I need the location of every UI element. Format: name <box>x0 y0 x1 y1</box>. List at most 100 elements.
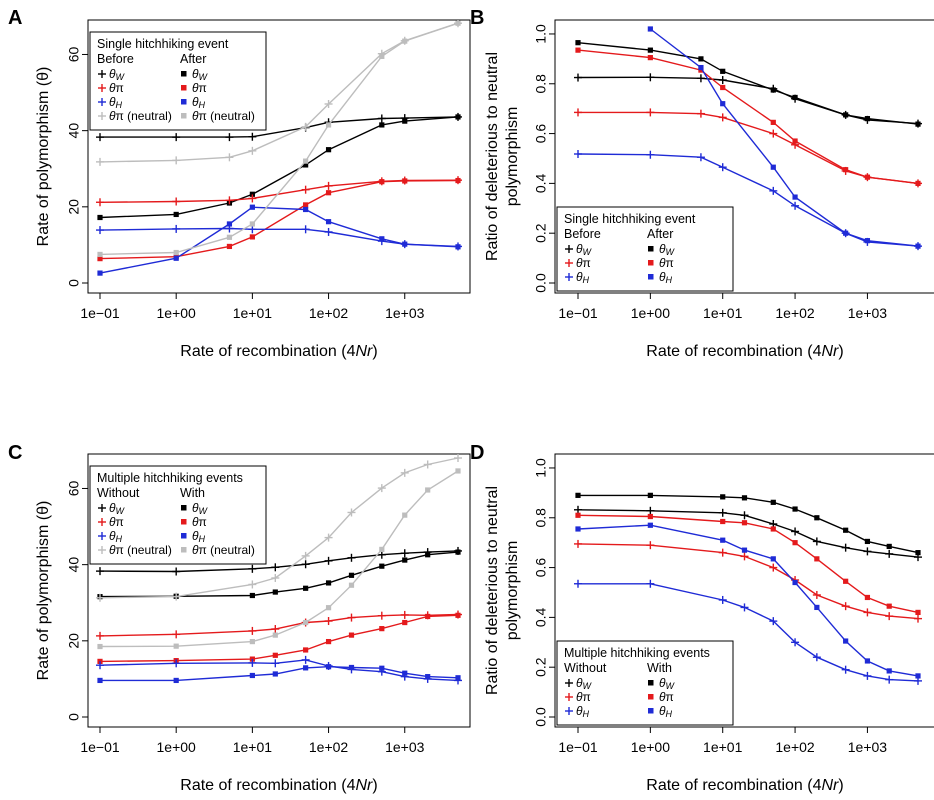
data-point <box>225 153 234 162</box>
data-point <box>647 522 653 528</box>
data-point <box>402 241 408 247</box>
plot-frame <box>554 19 934 294</box>
data-point <box>914 614 922 623</box>
data-point <box>173 211 179 218</box>
legend-entry-label: θW <box>659 676 676 691</box>
data-point <box>814 604 820 611</box>
legend-marker-square <box>648 708 654 714</box>
data-point <box>770 119 776 125</box>
data-point <box>301 551 310 560</box>
panel-C: C 1e−01 1e+00 1e+01 1e+02 1e+03 0 20 40 60 Rate of… <box>8 442 471 794</box>
y-tick-label: 0.0 <box>533 707 549 727</box>
data-point <box>575 492 581 498</box>
data-point <box>770 526 776 532</box>
legend-column-header: After <box>180 52 206 66</box>
data-point <box>718 595 727 604</box>
data-point <box>172 197 181 206</box>
data-point <box>402 557 408 563</box>
data-point <box>379 563 385 569</box>
panel-label: D <box>470 442 484 464</box>
y-tick-label: 60 <box>66 46 82 62</box>
x-tick-label: 1e+00 <box>157 305 197 321</box>
data-point <box>718 508 727 517</box>
data-point <box>348 664 355 671</box>
data-point <box>172 156 181 165</box>
data-point <box>698 56 704 62</box>
data-point <box>348 582 355 588</box>
data-point <box>814 515 820 521</box>
legend-entry-label: θπ <box>659 690 674 704</box>
data-point <box>647 47 653 53</box>
legend-marker-square <box>648 274 654 280</box>
data-point <box>718 76 727 85</box>
legend-entry-label: θπ (neutral) <box>109 109 172 123</box>
data-point <box>301 655 310 664</box>
legend-entry-label: θπ <box>659 256 674 270</box>
series-group <box>96 454 462 685</box>
data-point <box>864 174 871 180</box>
data-point <box>249 204 255 210</box>
legend-entry-label: θH <box>576 704 590 719</box>
data-point <box>915 550 921 556</box>
legend-entry-label: θπ <box>576 690 591 704</box>
series-line-blue-square <box>649 28 919 247</box>
data-point <box>812 653 821 662</box>
data-point <box>272 671 278 677</box>
data-point <box>455 114 461 120</box>
data-point <box>325 190 332 196</box>
legend-entry-label: θW <box>109 501 126 516</box>
data-point <box>377 484 386 493</box>
data-point <box>97 251 103 258</box>
data-point <box>814 556 820 562</box>
data-point <box>325 147 332 153</box>
data-point <box>97 677 103 684</box>
panel-D: D 1e−01 1e+00 1e+01 1e+02 1e+03 0.0 0.2 0.4 0.6 0.… <box>470 442 934 794</box>
x-tick-label: 1e+02 <box>775 739 815 755</box>
plot-frame <box>87 19 471 294</box>
data-point <box>425 613 431 620</box>
data-point <box>172 630 181 639</box>
y-tick-label: 0 <box>66 713 82 721</box>
data-point <box>647 55 653 61</box>
data-point <box>303 202 309 208</box>
data-point <box>720 494 726 500</box>
data-point <box>646 506 655 515</box>
data-point <box>696 109 705 118</box>
data-point <box>841 602 850 611</box>
data-point <box>303 647 309 653</box>
x-tick-label: 1e+01 <box>703 739 743 755</box>
data-point <box>574 505 582 514</box>
data-point <box>455 549 461 555</box>
data-point <box>843 638 849 644</box>
panel-label: B <box>470 7 484 29</box>
data-point <box>646 108 655 117</box>
data-point <box>348 632 355 638</box>
y-tick-label: 1.0 <box>533 458 549 478</box>
data-point <box>792 194 798 200</box>
y-tick-label: 0.4 <box>533 607 549 627</box>
y-tick-label: 60 <box>66 480 82 496</box>
legend-title: Single hitchhiking event <box>564 212 696 226</box>
data-point <box>325 122 332 128</box>
y-tick-label: 0.0 <box>533 273 549 293</box>
data-point <box>96 567 104 576</box>
x-axis-label: Rate of recombination (4Nr) <box>646 777 843 794</box>
y-tick-label: 0.4 <box>533 173 549 193</box>
legend-title: Single hitchhiking event <box>97 37 229 51</box>
data-point <box>402 670 408 676</box>
data-point <box>248 194 257 203</box>
data-point <box>769 129 778 138</box>
data-point <box>348 572 355 578</box>
y-axis-label: Rate of polymorphism (θ) <box>35 501 52 681</box>
legend-title: Multiple hitchhiking events <box>564 646 710 660</box>
data-point <box>303 162 309 168</box>
data-point <box>574 579 582 588</box>
x-tick-label: 1e+03 <box>848 305 888 321</box>
data-point <box>96 593 104 602</box>
y-tick-label: 0.8 <box>533 508 549 528</box>
data-point <box>97 256 103 262</box>
y-tick-label: 40 <box>66 123 82 139</box>
data-point <box>248 564 257 573</box>
data-point <box>720 518 726 525</box>
